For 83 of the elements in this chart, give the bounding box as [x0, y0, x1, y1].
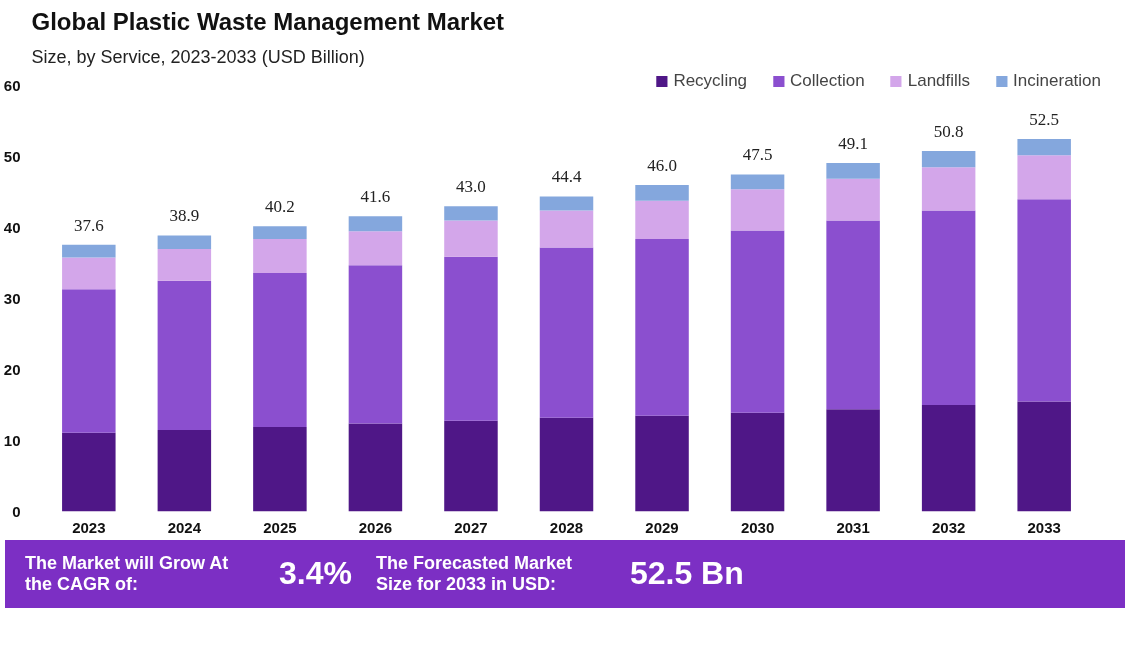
legend-label: Incineration — [1013, 71, 1101, 91]
text: 52.5 Bn — [629, 554, 744, 594]
bar — [348, 265, 403, 424]
total-label: 46.0 — [647, 156, 677, 176]
total-label: 50.8 — [933, 121, 964, 141]
bar — [444, 220, 498, 257]
bar — [444, 206, 498, 221]
chart-title: Global Plastic Waste Management Market — [31, 7, 505, 35]
bar — [921, 150, 976, 168]
bar — [1017, 138, 1071, 156]
bar — [253, 226, 307, 239]
bar — [826, 178, 880, 221]
y-tick-label: 30 — [3, 289, 21, 307]
bar — [635, 185, 689, 201]
bar — [921, 405, 976, 512]
bar — [253, 427, 307, 512]
bar — [348, 231, 403, 266]
legend-label: Collection — [790, 71, 865, 91]
bar — [635, 200, 689, 239]
chart-subtitle: Size, by Service, 2023-2033 (USD Billion) — [31, 46, 365, 67]
total-label: 41.6 — [360, 187, 391, 207]
bar — [157, 248, 212, 281]
total-label: 40.2 — [265, 197, 295, 217]
bar — [826, 220, 880, 410]
x-tick-label: 2023 — [72, 518, 106, 536]
text: 3.4% — [279, 554, 352, 594]
bar — [157, 235, 212, 249]
bar — [62, 244, 116, 258]
bar — [444, 256, 498, 421]
total-label: 52.5 — [1029, 109, 1060, 129]
bar — [539, 196, 594, 211]
bar — [62, 432, 116, 512]
y-tick-label: 40 — [3, 218, 21, 236]
x-tick-label: 2032 — [931, 518, 966, 536]
y-tick-label: 20 — [3, 360, 21, 378]
y-tick-label: 0 — [12, 502, 21, 520]
bar — [253, 238, 307, 274]
x-tick-label: 2024 — [167, 518, 202, 536]
bar — [730, 189, 785, 231]
bar — [1017, 155, 1071, 200]
bar — [539, 247, 594, 418]
y-tick-label: 10 — [3, 431, 21, 449]
bar — [1017, 199, 1071, 402]
total-label: 38.9 — [169, 206, 200, 226]
bar — [444, 420, 498, 512]
bar — [921, 210, 976, 406]
x-tick-label: 2026 — [358, 518, 393, 536]
bar — [157, 429, 212, 512]
bar — [730, 230, 785, 413]
bar — [62, 257, 116, 290]
total-label: 49.1 — [838, 134, 868, 154]
bar — [348, 216, 403, 232]
x-tick-label: 2030 — [740, 518, 775, 536]
bar — [635, 415, 689, 512]
bar — [348, 423, 403, 512]
x-tick-label: 2031 — [836, 518, 870, 536]
bar — [730, 174, 785, 190]
bar — [157, 280, 212, 430]
text: The Forecasted Market Size for 2033 in USD: — [375, 553, 573, 595]
total-label: 43.0 — [456, 177, 486, 197]
text: The Market will Grow At the CAGR of: — [25, 553, 230, 595]
total-label: 47.5 — [742, 145, 773, 165]
bar — [539, 417, 594, 512]
y-tick-label: 50 — [3, 147, 21, 165]
bar — [635, 238, 689, 416]
total-label: 44.4 — [551, 167, 582, 187]
bar — [62, 289, 116, 433]
legend-label: Landfills — [907, 71, 971, 91]
legend-label: Recycling — [673, 71, 748, 91]
x-tick-label: 2028 — [549, 518, 584, 536]
bar — [826, 409, 880, 512]
x-tick-label: 2029 — [645, 518, 679, 536]
y-tick-label: 60 — [3, 76, 21, 94]
bar — [253, 273, 307, 428]
bar — [921, 167, 976, 211]
bar — [730, 412, 785, 512]
x-tick-label: 2033 — [1027, 518, 1061, 536]
total-label: 37.6 — [73, 215, 104, 235]
bar — [539, 210, 594, 248]
bar — [826, 163, 880, 179]
x-tick-label: 2025 — [263, 518, 297, 536]
bar — [1017, 401, 1071, 512]
x-tick-label: 2027 — [454, 518, 488, 536]
